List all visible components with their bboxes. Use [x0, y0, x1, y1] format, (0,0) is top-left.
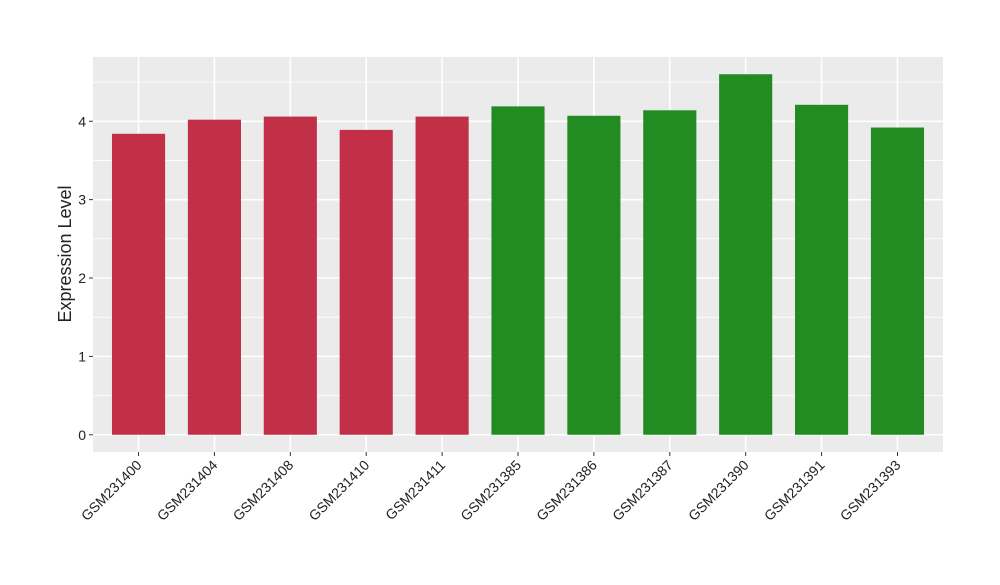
x-tick-label: GSM231393 — [837, 457, 904, 524]
bar-GSM231400 — [111, 133, 166, 435]
x-tick-label: GSM231408 — [230, 457, 297, 524]
y-axis-title: Expression Level — [55, 185, 75, 322]
bar-GSM231411 — [415, 116, 469, 435]
x-tick-label: GSM231400 — [78, 457, 145, 524]
y-tick-label: 0 — [78, 427, 86, 443]
bar-GSM231391 — [795, 104, 849, 435]
y-tick-label: 3 — [78, 192, 86, 208]
bar-GSM231393 — [870, 127, 925, 435]
x-tick-label: GSM231387 — [609, 457, 676, 524]
x-tick-label: GSM231385 — [457, 457, 524, 524]
x-tick-label: GSM231386 — [533, 457, 600, 524]
bar-GSM231385 — [491, 106, 545, 435]
bar-GSM231410 — [339, 129, 393, 435]
y-tick-label: 4 — [78, 113, 86, 129]
bar-GSM231387 — [643, 110, 697, 435]
y-tick-label: 1 — [78, 348, 86, 364]
y-axis: 0 1 2 3 4 — [78, 113, 93, 443]
x-tick-label: GSM231404 — [154, 457, 221, 524]
x-tick-label: GSM231391 — [761, 457, 828, 524]
x-tick-label: GSM231390 — [685, 457, 752, 524]
bar-GSM231390 — [719, 74, 773, 435]
bars — [111, 74, 925, 435]
bar-GSM231404 — [187, 119, 241, 435]
bar-GSM231386 — [567, 115, 621, 435]
bar-GSM231408 — [263, 116, 317, 435]
y-tick-label: 2 — [78, 270, 86, 286]
x-tick-label: GSM231411 — [382, 457, 448, 523]
x-axis: GSM231400 GSM231404 GSM231408 GSM231410 GSM2… — [78, 452, 904, 524]
x-tick-label: GSM231410 — [305, 457, 372, 524]
